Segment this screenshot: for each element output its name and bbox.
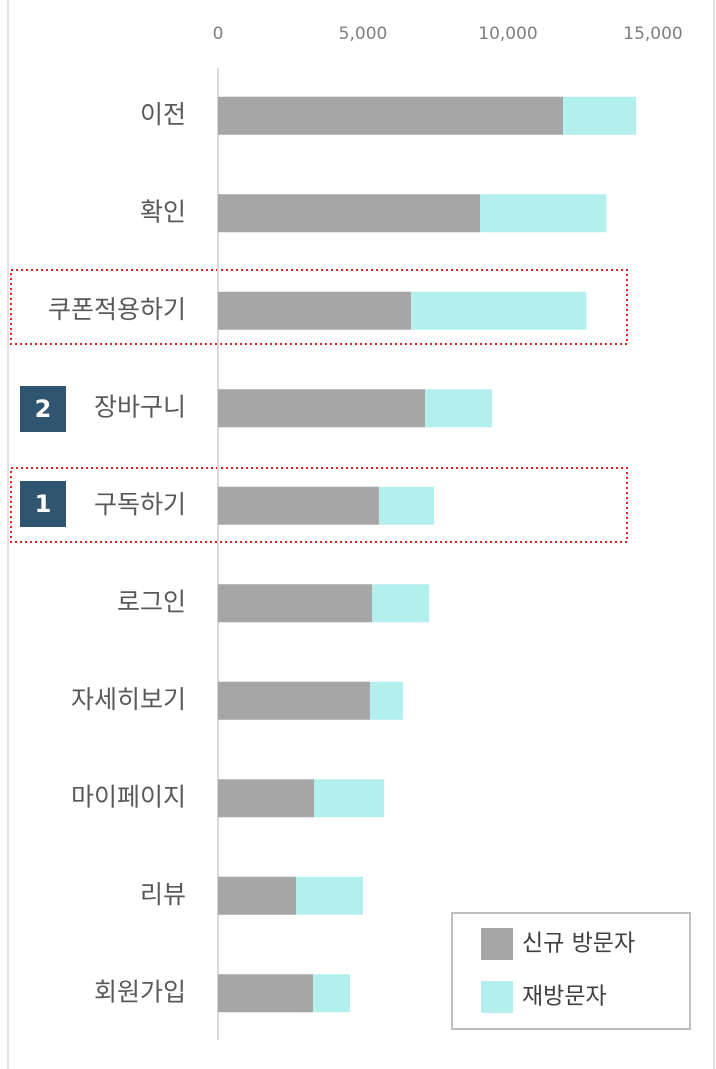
x-tick-label: 0 <box>213 24 224 44</box>
y-tick-label: 리뷰 <box>140 880 186 909</box>
badge-label: 2 <box>35 395 52 423</box>
bar <box>218 486 379 525</box>
bar <box>296 876 363 915</box>
bar <box>218 779 314 818</box>
y-tick-label: 이전 <box>140 100 186 129</box>
bar <box>378 486 435 525</box>
legend-label: 신규 방문자 <box>522 931 635 957</box>
badge-label: 1 <box>35 490 52 518</box>
bar <box>563 96 637 135</box>
x-tick-label: 5,000 <box>339 24 388 44</box>
bar <box>218 876 297 915</box>
badge <box>20 386 66 432</box>
y-tick-label: 자세히보기 <box>71 685 186 714</box>
bar <box>411 291 587 330</box>
x-tick-label: 10,000 <box>478 24 537 44</box>
bar <box>218 194 481 233</box>
bar <box>313 779 385 818</box>
bar <box>425 389 493 428</box>
y-tick-label: 확인 <box>140 197 186 226</box>
chart-border <box>7 0 715 1069</box>
y-tick-label: 장바구니 <box>94 392 186 421</box>
y-tick-label: 로그인 <box>117 587 186 616</box>
bar <box>218 389 426 428</box>
x-tick-label: 15,000 <box>623 24 682 44</box>
y-tick-label: 회원가입 <box>94 977 186 1006</box>
bar <box>371 584 430 623</box>
bar <box>480 194 607 233</box>
bar <box>369 681 404 720</box>
bar <box>218 291 412 330</box>
badge <box>20 481 66 527</box>
bar <box>218 96 564 135</box>
bar <box>313 974 350 1013</box>
bar <box>218 681 370 720</box>
legend-label: 재방문자 <box>522 984 607 1010</box>
y-tick-label: 쿠폰적용하기 <box>48 295 186 324</box>
y-tick-label: 마이페이지 <box>71 782 186 811</box>
legend-swatch <box>481 928 513 960</box>
y-tick-label: 구독하기 <box>94 490 186 519</box>
bar <box>218 974 314 1013</box>
legend-swatch <box>481 981 513 1013</box>
bar <box>218 584 372 623</box>
